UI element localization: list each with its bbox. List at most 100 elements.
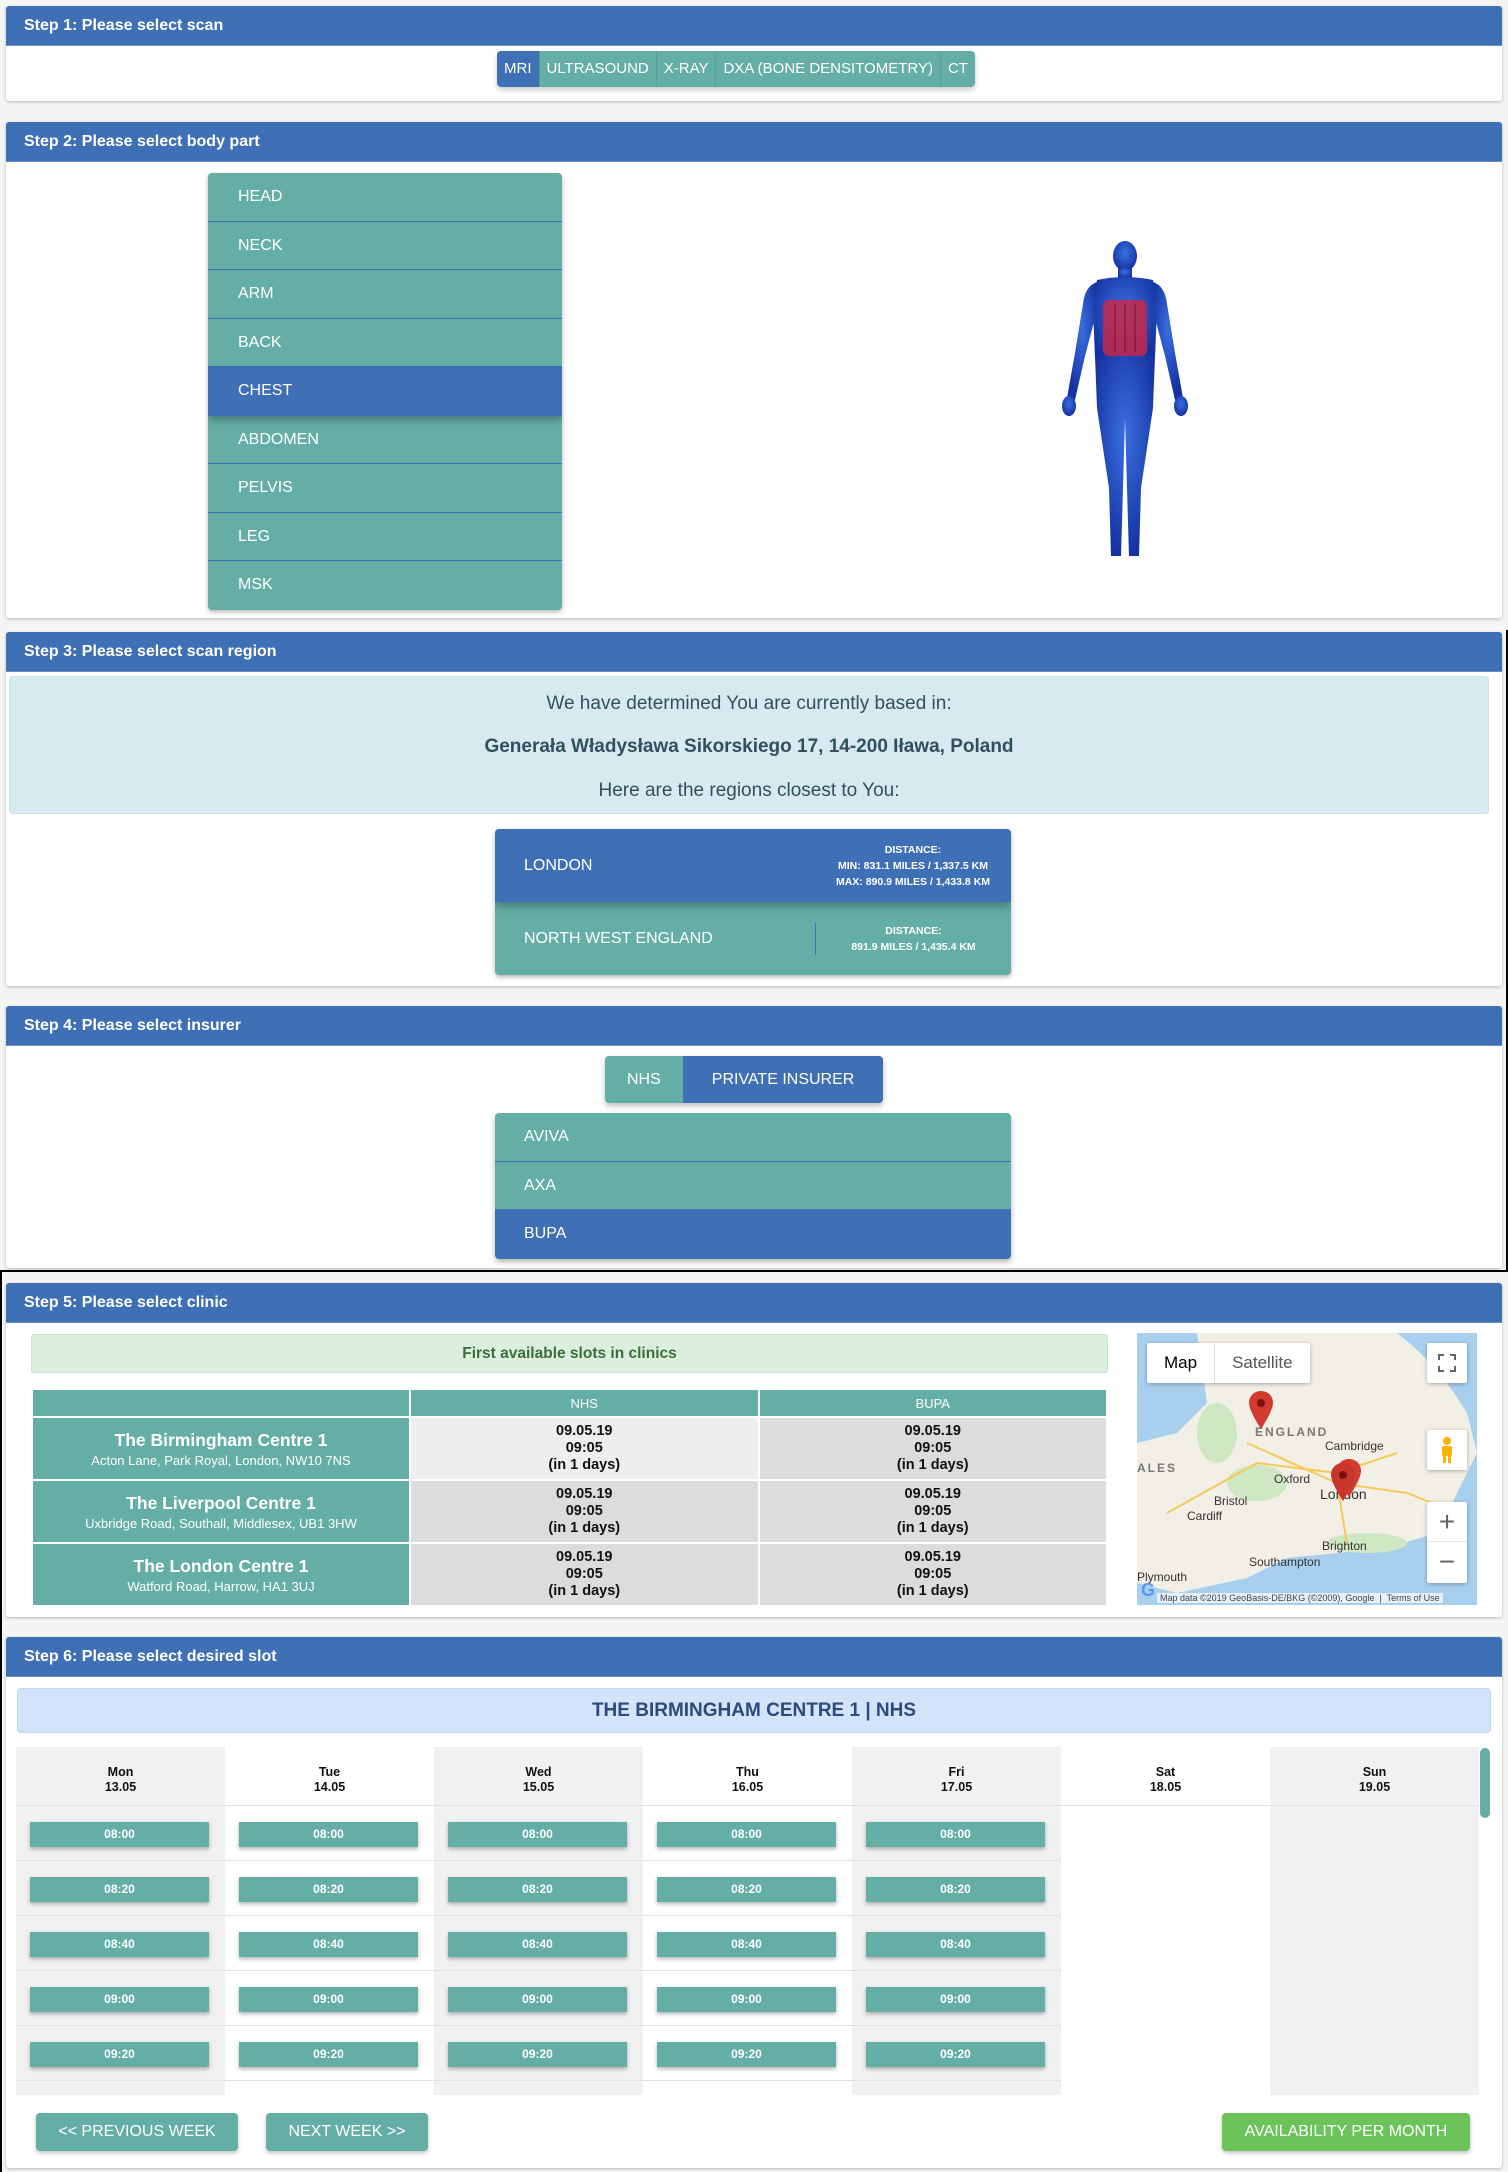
time-slot-button[interactable]: 08:40 (239, 1932, 418, 1957)
time-slot-button[interactable]: 08:40 (866, 1932, 1045, 1957)
distance-label: DISTANCE: (884, 843, 942, 856)
time-slot-button[interactable]: 09:00 (30, 1987, 209, 2012)
map-label-wales: ALES (1137, 1461, 1178, 1475)
weekly-calendar: Mon 13.05 08:00 08:20 08:40 09:00 09:20 T… (16, 1747, 1479, 2095)
slot-relative: (in 1 days) (896, 1457, 969, 1473)
body-part-chest[interactable]: CHEST (208, 367, 562, 416)
google-logo: G (1141, 1580, 1156, 1600)
terms-of-use-link[interactable]: Terms of Use (1386, 1593, 1440, 1603)
time-slot-button[interactable]: 09:20 (239, 2042, 418, 2067)
time-slot-button[interactable]: 09:00 (657, 1987, 836, 2012)
first-slot-bupa[interactable]: 09.05.19 09:05 (in 1 days) (759, 1481, 1106, 1542)
region-name: LONDON (524, 856, 593, 874)
insurer-aviva[interactable]: AVIVA (495, 1113, 1011, 1162)
region-london[interactable]: LONDON DISTANCE: MIN: 831.1 MILES / 1,33… (495, 829, 1011, 902)
body-part-neck[interactable]: NECK (208, 221, 562, 270)
insurer-type-toggle: NHS PRIVATE INSURER (605, 1056, 884, 1103)
first-slot-nhs[interactable]: 09.05.19 09:05 (in 1 days) (411, 1418, 758, 1479)
time-slot-button[interactable]: 08:00 (657, 1822, 836, 1847)
day-header: Fri 17.05 (852, 1747, 1061, 1806)
map-type-satellite-button[interactable]: Satellite (1232, 1353, 1293, 1372)
time-slot-button[interactable]: 09:20 (866, 2042, 1045, 2067)
clinic-map[interactable]: ENGLAND ALES Cambridge Oxford London Bri… (1137, 1333, 1477, 1605)
clinic-cell: The Birmingham Centre 1 Acton Lane, Park… (33, 1418, 409, 1479)
scan-option-mri[interactable]: MRI (497, 51, 540, 87)
body-part-abdomen[interactable]: ABDOMEN (208, 415, 562, 464)
time-slot-button[interactable]: 08:40 (657, 1932, 836, 1957)
region-north-west-england[interactable]: NORTH WEST ENGLAND DISTANCE: 891.9 MILES… (495, 902, 1011, 975)
first-slot-bupa[interactable]: 09.05.19 09:05 (in 1 days) (759, 1544, 1106, 1605)
insurer-type-private[interactable]: PRIVATE INSURER (682, 1056, 884, 1103)
clinic-address: Acton Lane, Park Royal, London, NW10 7NS (91, 1452, 351, 1468)
slot-date: 09.05.19 (904, 1486, 961, 1502)
time-slot-button[interactable]: 09:20 (448, 2042, 627, 2067)
screenshot-edge (0, 1270, 1508, 1272)
slot-relative: (in 1 days) (896, 1520, 969, 1536)
day-name: Sat (1155, 1765, 1176, 1779)
body-part-arm[interactable]: ARM (208, 270, 562, 319)
time-slot-button[interactable]: 08:00 (239, 1822, 418, 1847)
time-slot-button[interactable]: 09:00 (448, 1987, 627, 2012)
zoom-out-button[interactable]: − (1438, 1546, 1456, 1577)
step6-title: Step 6: Please select desired slot (6, 1637, 1502, 1677)
insurer-axa[interactable]: AXA (495, 1161, 1011, 1210)
slot-date: 09.05.19 (556, 1423, 613, 1439)
scan-option-dxa[interactable]: DXA (BONE DENSITOMETRY) (716, 51, 941, 87)
map-label-england: ENGLAND (1255, 1425, 1329, 1439)
availability-per-month-button[interactable]: AVAILABILITY PER MONTH (1222, 2113, 1470, 2151)
time-slot-button[interactable]: 09:00 (866, 1987, 1045, 2012)
map-label-brighton: Brighton (1322, 1539, 1367, 1553)
time-slot-button[interactable]: 09:20 (30, 2042, 209, 2067)
clinic-cell: The Liverpool Centre 1 Uxbridge Road, So… (33, 1481, 409, 1542)
body-part-pelvis[interactable]: PELVIS (208, 464, 562, 513)
map-marker-icon[interactable] (1249, 1391, 1273, 1429)
slot-time: 09:05 (565, 1566, 603, 1582)
scan-option-ct[interactable]: CT (940, 51, 975, 87)
previous-week-button[interactable]: << PREVIOUS WEEK (36, 2113, 238, 2151)
fullscreen-icon[interactable] (1427, 1343, 1467, 1383)
insurer-bupa[interactable]: BUPA (495, 1210, 1011, 1259)
calendar-scrollbar[interactable] (1480, 1748, 1490, 1818)
first-slot-nhs[interactable]: 09.05.19 09:05 (in 1 days) (411, 1481, 758, 1542)
time-slot-button[interactable]: 08:20 (30, 1877, 209, 1902)
day-date: 14.05 (313, 1780, 346, 1794)
step4-title: Step 4: Please select insurer (6, 1006, 1502, 1046)
scan-option-ultrasound[interactable]: ULTRASOUND (539, 51, 657, 87)
street-view-pegman-icon[interactable] (1427, 1430, 1467, 1470)
time-slot-button[interactable]: 08:20 (239, 1877, 418, 1902)
scan-option-xray[interactable]: X-RAY (656, 51, 717, 87)
day-column-wed: Wed 15.05 08:00 08:20 08:40 09:00 09:20 (434, 1747, 643, 2095)
body-part-back[interactable]: BACK (208, 318, 562, 367)
time-slot-button[interactable]: 08:20 (448, 1877, 627, 1902)
time-slot-button[interactable]: 08:00 (448, 1822, 627, 1847)
next-week-button[interactable]: NEXT WEEK >> (266, 2113, 428, 2151)
clinic-slots-table: NHS BUPA The Birmingham Centre 1 Acton L… (31, 1388, 1108, 1607)
time-slot-button[interactable]: 09:20 (657, 2042, 836, 2067)
scan-type-selector: MRI ULTRASOUND X-RAY DXA (BONE DENSITOME… (497, 51, 975, 87)
map-label-bristol: Bristol (1214, 1494, 1248, 1508)
clinic-name: The London Centre 1 (133, 1555, 309, 1576)
slot-relative: (in 1 days) (548, 1520, 621, 1536)
first-slot-bupa[interactable]: 09.05.19 09:05 (in 1 days) (759, 1418, 1106, 1479)
time-slot-button[interactable]: 08:20 (657, 1877, 836, 1902)
first-slots-banner: First available slots in clinics (31, 1334, 1108, 1373)
first-slot-nhs[interactable]: 09.05.19 09:05 (in 1 days) (411, 1544, 758, 1605)
zoom-in-button[interactable]: + (1427, 1502, 1467, 1542)
time-slot-button[interactable]: 09:00 (239, 1987, 418, 2012)
time-slot-button[interactable]: 08:20 (866, 1877, 1045, 1902)
step3-title: Step 3: Please select scan region (6, 632, 1502, 672)
column-header-clinic (33, 1390, 409, 1416)
map-marker-icon[interactable] (1331, 1463, 1355, 1501)
time-slot-button[interactable]: 08:40 (448, 1932, 627, 1957)
day-date: 17.05 (940, 1780, 973, 1794)
insurer-type-nhs[interactable]: NHS (605, 1056, 683, 1103)
time-slot-button[interactable]: 08:00 (866, 1822, 1045, 1847)
body-part-leg[interactable]: LEG (208, 512, 562, 561)
time-slot-button[interactable]: 08:40 (30, 1932, 209, 1957)
day-column-tue: Tue 14.05 08:00 08:20 08:40 09:00 09:20 (225, 1747, 434, 2095)
body-part-head[interactable]: HEAD (208, 173, 562, 222)
clinic-name: The Birmingham Centre 1 (114, 1429, 328, 1450)
time-slot-button[interactable]: 08:00 (30, 1822, 209, 1847)
map-type-map-button[interactable]: Map (1147, 1343, 1216, 1383)
screenshot-edge (1506, 630, 1508, 1270)
